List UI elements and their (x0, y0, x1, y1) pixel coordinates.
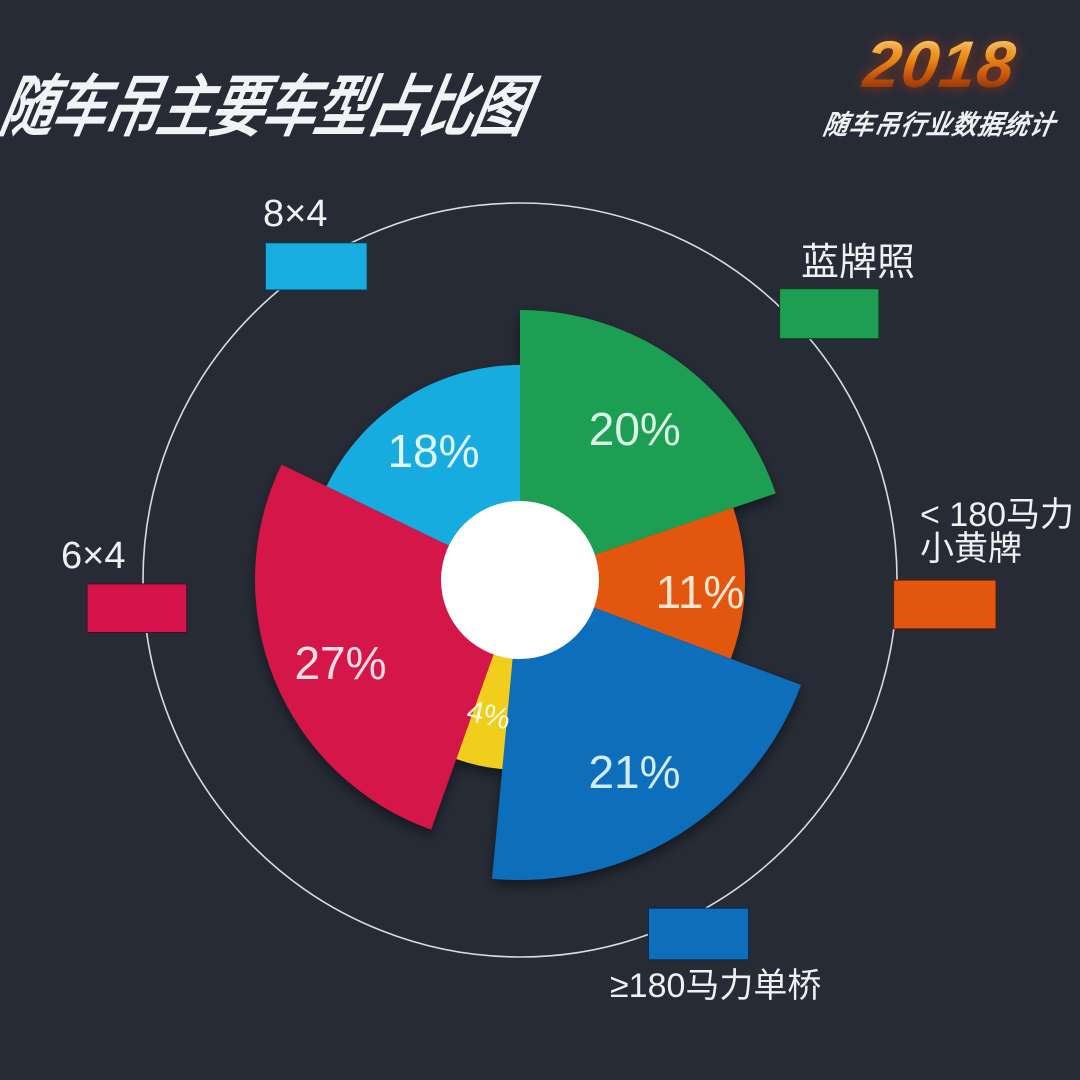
svg-text:6×4: 6×4 (61, 535, 125, 577)
svg-text:20%: 20% (589, 403, 681, 455)
svg-text:21%: 21% (588, 746, 680, 798)
svg-text:8×4: 8×4 (263, 193, 327, 235)
svg-text:< 180马力: < 180马力 (920, 496, 1074, 534)
svg-text:18%: 18% (387, 425, 479, 477)
svg-text:蓝牌照: 蓝牌照 (801, 242, 915, 284)
svg-text:27%: 27% (294, 637, 386, 689)
svg-text:小黄牌: 小黄牌 (920, 530, 1022, 568)
svg-text:11%: 11% (656, 566, 745, 618)
svg-text:≥180马力单桥: ≥180马力单桥 (610, 967, 821, 1005)
